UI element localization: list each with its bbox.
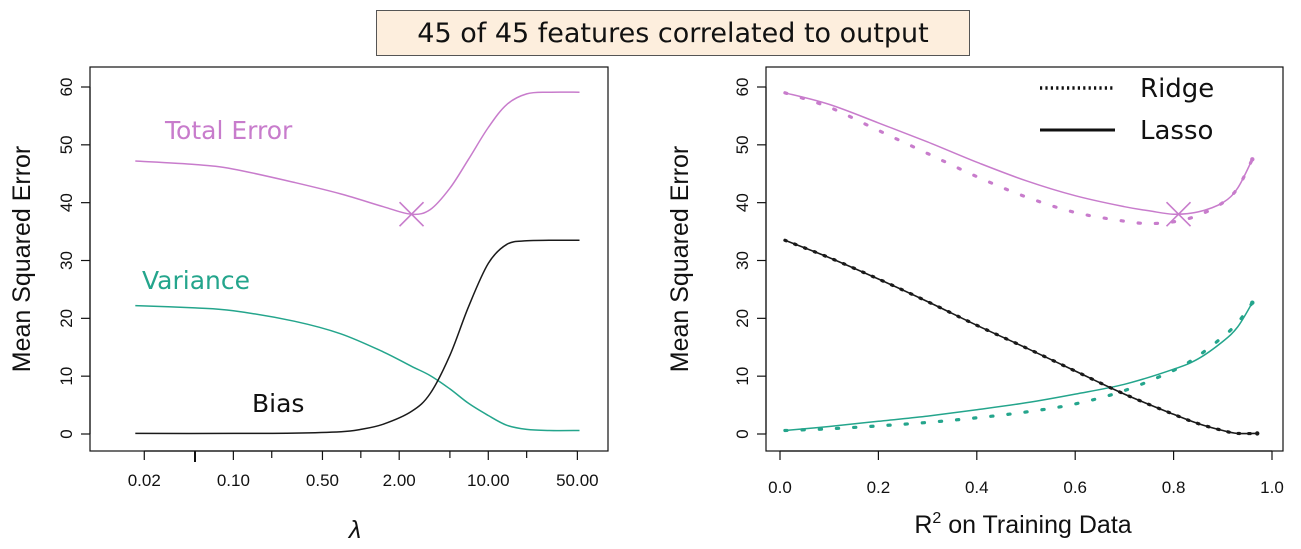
ridge-total-line [783, 91, 1254, 226]
minimum-marker [1165, 201, 1192, 227]
right-x-label: R2 on Training Data [914, 510, 1131, 539]
right-x-label-sup: 2 [932, 510, 941, 527]
y-tick-label: 20 [57, 309, 76, 328]
legend-ridge-label: Ridge [1140, 74, 1214, 104]
ridge-bias-line [783, 238, 1259, 436]
x-tick-label: 50.00 [556, 471, 599, 490]
total-error-line [135, 91, 580, 216]
right-x-axis: 0.0 0.2 0.4 0.6 0.8 1.0 [768, 450, 1284, 497]
x-tick-label: 0.10 [217, 471, 250, 490]
y-tick-label: 10 [733, 367, 752, 386]
x-tick-label: 0.8 [1162, 478, 1186, 497]
left-x-axis: 0.02 0.10 0.50 2.00 10.00 50.00 [128, 450, 599, 490]
annotation-bias: Bias [252, 389, 304, 418]
x-tick-label: 2.00 [383, 471, 416, 490]
y-tick-label: 20 [733, 309, 752, 328]
right-panel: 0 10 20 30 40 50 60 0.0 0.2 0.4 0.6 0.8 1.0 Mean Sq… [666, 66, 1284, 539]
y-tick-label: 0 [733, 429, 752, 438]
y-tick-label: 10 [57, 367, 76, 386]
y-tick-label: 60 [733, 78, 752, 97]
annotation-variance: Variance [142, 266, 250, 295]
right-y-axis: 0 10 20 30 40 50 60 [733, 78, 767, 439]
y-tick-label: 30 [733, 251, 752, 270]
right-x-label-base: R [914, 511, 932, 539]
series-endpoint [1250, 300, 1255, 305]
variance-line [135, 304, 580, 432]
y-tick-label: 50 [57, 135, 76, 154]
y-tick-label: 0 [57, 429, 76, 438]
ridge-variance-line [783, 301, 1254, 433]
x-tick-label: 0.2 [867, 478, 891, 497]
right-y-label: Mean Squared Error [666, 146, 694, 373]
left-y-label: Mean Squared Error [8, 146, 36, 373]
x-tick-label: 0.6 [1063, 478, 1087, 497]
x-tick-label: 0.50 [306, 471, 339, 490]
legend: Ridge Lasso [1040, 74, 1214, 146]
x-tick-label: 0.4 [965, 478, 989, 497]
x-tick-label: 0.02 [128, 471, 161, 490]
y-tick-label: 60 [57, 78, 76, 97]
left-panel: 0 10 20 30 40 50 60 0.02 0.10 0.50 2.00 10.00 50.00… [8, 66, 609, 544]
right-series [783, 91, 1260, 436]
left-x-label: λ [347, 516, 361, 544]
lasso-total-line [784, 92, 1253, 215]
series-endpoint [1255, 431, 1260, 436]
bias-line [135, 239, 580, 435]
lasso-bias-line [784, 239, 1258, 435]
y-tick-label: 30 [57, 251, 76, 270]
x-tick-label: 0.0 [768, 478, 792, 497]
minimum-marker [398, 201, 425, 227]
lasso-variance-line [784, 302, 1253, 432]
left-y-axis: 0 10 20 30 40 50 60 [57, 78, 91, 439]
x-tick-label: 10.00 [467, 471, 510, 490]
legend-lasso-label: Lasso [1140, 116, 1213, 146]
series-endpoint [1250, 157, 1255, 162]
y-tick-label: 40 [57, 193, 76, 212]
annotation-total-error: Total Error [164, 116, 293, 145]
x-tick-label: 1.0 [1260, 478, 1284, 497]
y-tick-label: 40 [733, 193, 752, 212]
chart-title: 45 of 45 features correlated to output [376, 10, 970, 56]
left-series [135, 91, 580, 435]
y-tick-label: 50 [733, 135, 752, 154]
right-x-label-rest: on Training Data [941, 511, 1131, 539]
